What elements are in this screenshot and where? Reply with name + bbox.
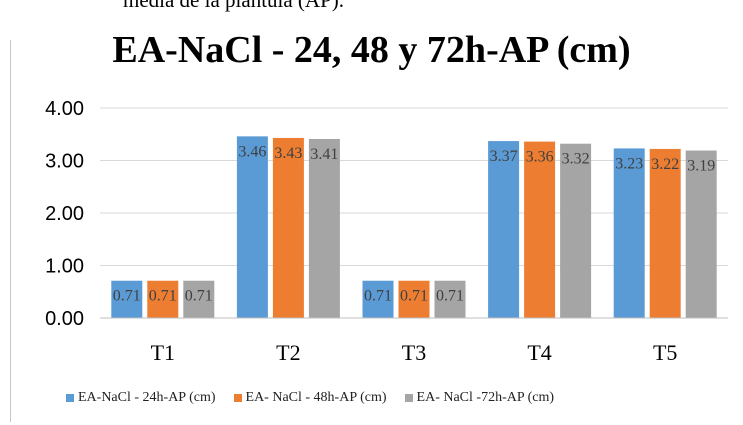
x-tick-label: T3 xyxy=(402,340,426,365)
data-label: 0.71 xyxy=(436,288,464,305)
page-margin-rule xyxy=(10,40,11,422)
data-label: 3.32 xyxy=(562,151,590,168)
data-label: 3.36 xyxy=(526,149,554,166)
data-label: 3.43 xyxy=(274,145,302,162)
bar xyxy=(488,141,520,318)
y-tick-label: 0.00 xyxy=(45,308,84,330)
legend-item-24h: EA-NaCl - 24h-AP (cm) xyxy=(66,390,216,406)
bar xyxy=(613,148,645,318)
data-label: 0.71 xyxy=(185,288,213,305)
bar xyxy=(362,280,394,318)
bar xyxy=(236,136,268,318)
legend-label-72h: EA- NaCl -72h-AP (cm) xyxy=(416,390,555,405)
bar xyxy=(183,280,215,318)
data-label: 0.71 xyxy=(400,288,428,305)
y-axis-ticks: 0.00 1.00 2.00 3.00 4.00 xyxy=(45,98,84,330)
bar xyxy=(434,280,466,318)
bar xyxy=(649,148,681,318)
y-tick-label: 4.00 xyxy=(45,98,84,120)
x-tick-label: T4 xyxy=(527,340,551,365)
bar xyxy=(272,137,304,318)
bar xyxy=(685,150,717,318)
bar xyxy=(147,280,179,318)
bar xyxy=(398,280,430,318)
x-tick-label: T2 xyxy=(276,340,300,365)
data-label: 3.41 xyxy=(310,146,338,163)
y-tick-label: 3.00 xyxy=(45,151,84,173)
data-label: 0.71 xyxy=(364,288,392,305)
bar xyxy=(308,138,340,318)
legend-swatch-72h xyxy=(404,394,413,402)
data-labels: 0.71 0.71 0.71 3.46 3.43 3.41 0.71 0.71 0.71 3.37… xyxy=(113,143,715,304)
x-axis-ticks: T1 T2 T3 T4 T5 xyxy=(100,317,728,365)
data-label: 3.46 xyxy=(238,143,266,160)
legend-swatch-48h xyxy=(233,394,242,402)
chart-title: EA-NaCl - 24, 48 y 72h-AP (cm) xyxy=(112,29,631,71)
legend-swatch-24h xyxy=(66,394,74,402)
legend-label-24h: EA-NaCl - 24h-AP (cm) xyxy=(78,390,216,405)
bar xyxy=(524,141,556,318)
legend: EA-NaCl - 24h-AP (cm) EA- NaCl - 48h-AP … xyxy=(66,390,554,406)
legend-item-48h: EA- NaCl - 48h-AP (cm) xyxy=(233,390,387,406)
bar xyxy=(111,280,143,318)
data-label: 3.22 xyxy=(651,156,679,173)
y-tick-label: 2.00 xyxy=(45,203,84,225)
data-label: 3.23 xyxy=(615,155,643,172)
bar xyxy=(560,143,592,318)
caption-fragment: media de la plantula (AP). xyxy=(123,0,345,12)
legend-label-48h: EA- NaCl - 48h-AP (cm) xyxy=(245,390,387,405)
data-label: 3.37 xyxy=(490,148,518,165)
x-tick-label: T1 xyxy=(151,340,175,365)
y-tick-label: 1.00 xyxy=(45,256,84,278)
data-label: 3.19 xyxy=(687,158,715,175)
data-label: 0.71 xyxy=(149,288,177,305)
data-label: 0.71 xyxy=(113,288,141,305)
bars xyxy=(111,136,717,318)
legend-item-72h: EA- NaCl -72h-AP (cm) xyxy=(404,390,555,406)
x-tick-label: T5 xyxy=(653,340,677,365)
